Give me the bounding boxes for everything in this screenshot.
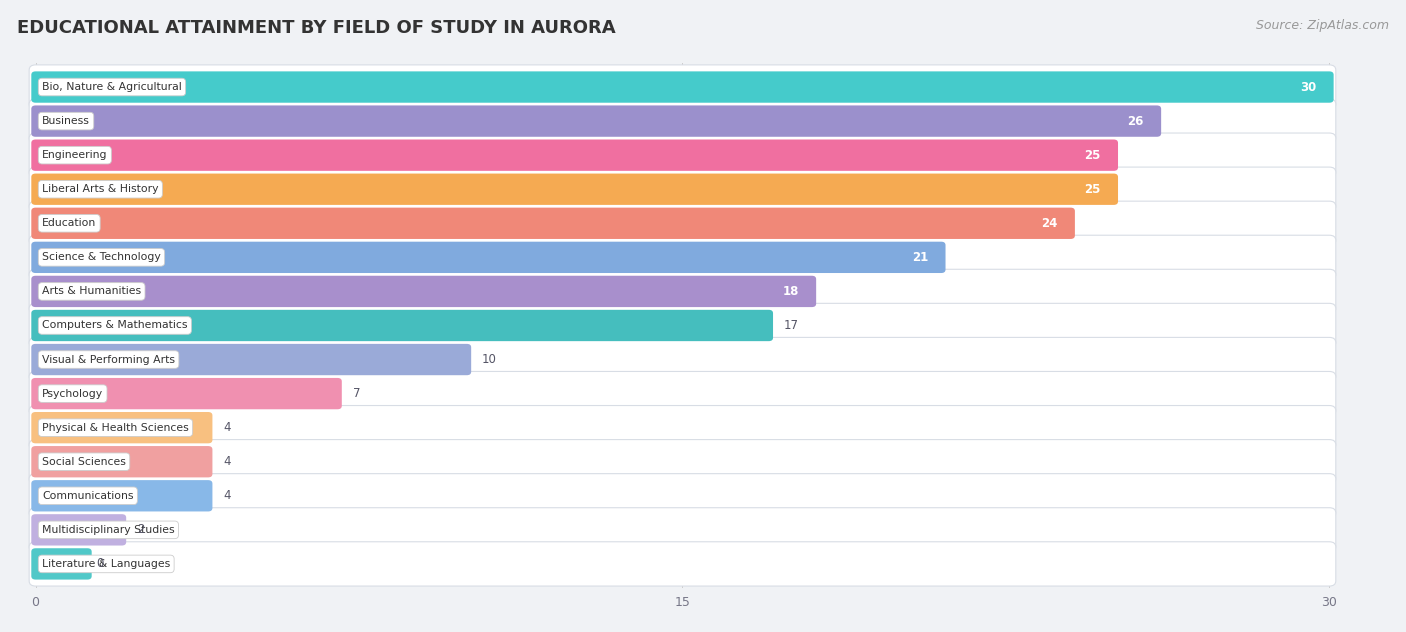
FancyBboxPatch shape bbox=[31, 480, 212, 511]
Text: Visual & Performing Arts: Visual & Performing Arts bbox=[42, 355, 176, 365]
FancyBboxPatch shape bbox=[31, 208, 1076, 239]
Text: Liberal Arts & History: Liberal Arts & History bbox=[42, 185, 159, 194]
Text: 30: 30 bbox=[1301, 80, 1316, 94]
FancyBboxPatch shape bbox=[31, 446, 212, 477]
Text: 25: 25 bbox=[1084, 149, 1101, 162]
Text: Business: Business bbox=[42, 116, 90, 126]
FancyBboxPatch shape bbox=[31, 412, 212, 443]
Text: 10: 10 bbox=[482, 353, 496, 366]
Text: 2: 2 bbox=[136, 523, 145, 537]
Text: Psychology: Psychology bbox=[42, 389, 103, 399]
Text: Engineering: Engineering bbox=[42, 150, 108, 160]
FancyBboxPatch shape bbox=[31, 310, 773, 341]
FancyBboxPatch shape bbox=[30, 337, 1336, 382]
FancyBboxPatch shape bbox=[31, 140, 1118, 171]
FancyBboxPatch shape bbox=[30, 133, 1336, 178]
FancyBboxPatch shape bbox=[30, 507, 1336, 552]
FancyBboxPatch shape bbox=[31, 71, 1334, 103]
Text: 18: 18 bbox=[783, 285, 799, 298]
Text: 4: 4 bbox=[224, 421, 231, 434]
Text: Multidisciplinary Studies: Multidisciplinary Studies bbox=[42, 525, 174, 535]
FancyBboxPatch shape bbox=[31, 378, 342, 410]
Text: 7: 7 bbox=[353, 387, 360, 400]
FancyBboxPatch shape bbox=[30, 542, 1336, 586]
Text: 21: 21 bbox=[912, 251, 928, 264]
FancyBboxPatch shape bbox=[30, 372, 1336, 416]
Text: 26: 26 bbox=[1128, 114, 1144, 128]
FancyBboxPatch shape bbox=[31, 548, 91, 580]
Text: Bio, Nature & Agricultural: Bio, Nature & Agricultural bbox=[42, 82, 181, 92]
Text: Physical & Health Sciences: Physical & Health Sciences bbox=[42, 423, 188, 433]
FancyBboxPatch shape bbox=[30, 65, 1336, 109]
Text: Source: ZipAtlas.com: Source: ZipAtlas.com bbox=[1256, 19, 1389, 32]
FancyBboxPatch shape bbox=[30, 406, 1336, 450]
FancyBboxPatch shape bbox=[31, 241, 945, 273]
Text: 24: 24 bbox=[1042, 217, 1057, 230]
Text: Social Sciences: Social Sciences bbox=[42, 457, 127, 466]
FancyBboxPatch shape bbox=[31, 514, 127, 545]
Text: 0: 0 bbox=[96, 557, 104, 571]
Text: 4: 4 bbox=[224, 455, 231, 468]
FancyBboxPatch shape bbox=[30, 201, 1336, 245]
FancyBboxPatch shape bbox=[30, 167, 1336, 211]
Text: 25: 25 bbox=[1084, 183, 1101, 196]
Text: Arts & Humanities: Arts & Humanities bbox=[42, 286, 141, 296]
FancyBboxPatch shape bbox=[30, 303, 1336, 348]
Text: Computers & Mathematics: Computers & Mathematics bbox=[42, 320, 187, 331]
Text: 4: 4 bbox=[224, 489, 231, 502]
FancyBboxPatch shape bbox=[31, 106, 1161, 137]
Text: Communications: Communications bbox=[42, 491, 134, 501]
Text: Science & Technology: Science & Technology bbox=[42, 252, 160, 262]
FancyBboxPatch shape bbox=[30, 269, 1336, 313]
FancyBboxPatch shape bbox=[30, 440, 1336, 484]
FancyBboxPatch shape bbox=[31, 174, 1118, 205]
FancyBboxPatch shape bbox=[31, 276, 815, 307]
FancyBboxPatch shape bbox=[30, 473, 1336, 518]
FancyBboxPatch shape bbox=[30, 235, 1336, 279]
Text: 17: 17 bbox=[783, 319, 799, 332]
FancyBboxPatch shape bbox=[31, 344, 471, 375]
FancyBboxPatch shape bbox=[30, 99, 1336, 143]
Text: Literature & Languages: Literature & Languages bbox=[42, 559, 170, 569]
Text: Education: Education bbox=[42, 218, 97, 228]
Text: EDUCATIONAL ATTAINMENT BY FIELD OF STUDY IN AURORA: EDUCATIONAL ATTAINMENT BY FIELD OF STUDY… bbox=[17, 19, 616, 37]
